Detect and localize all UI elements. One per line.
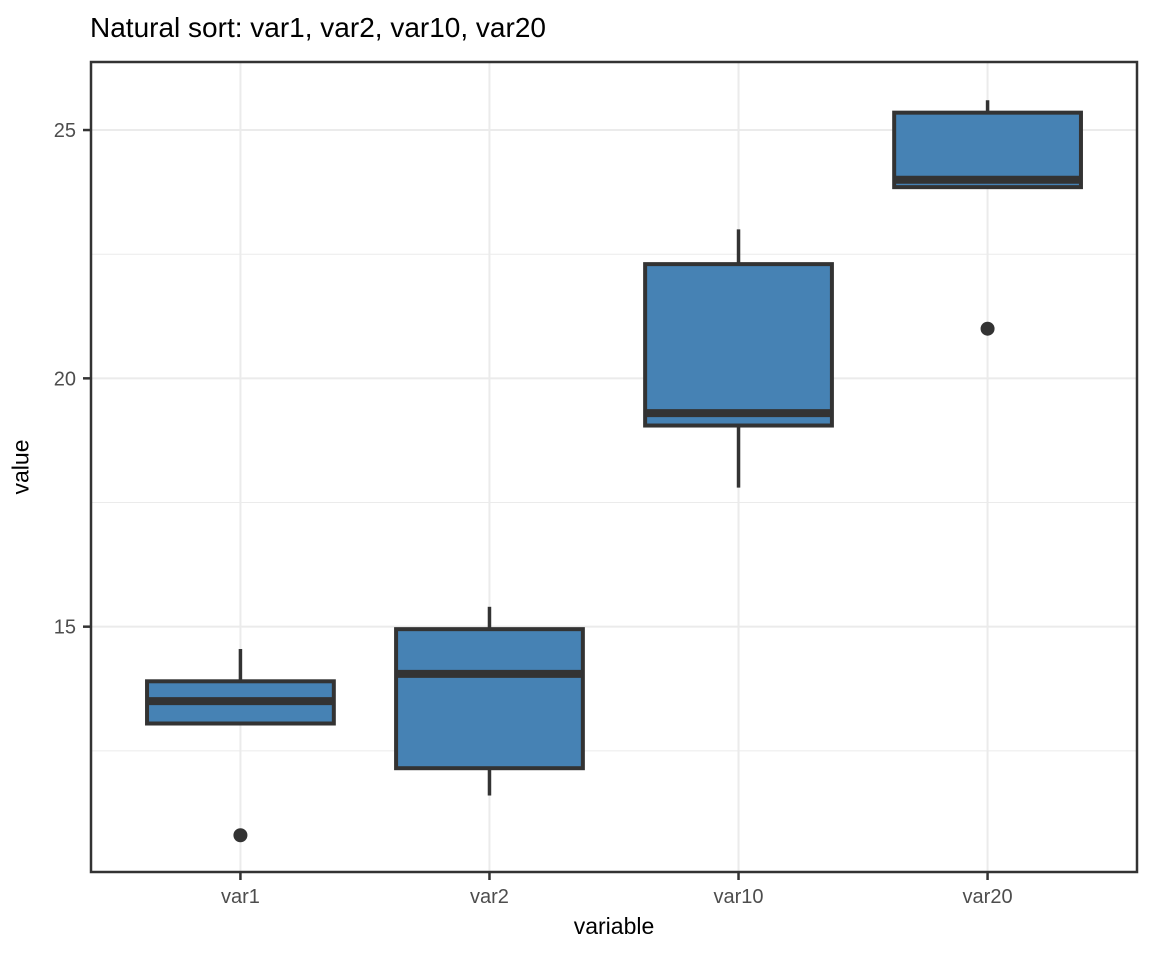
y-tick-label: 20	[54, 368, 76, 390]
panel-border	[89, 60, 1139, 874]
x-axis-title: variable	[573, 913, 655, 939]
outlier-point-var20	[980, 321, 995, 336]
outlier-point-var1	[233, 828, 248, 843]
box-var2	[394, 627, 585, 771]
box-var20	[892, 110, 1083, 190]
x-tick-label: var1	[221, 886, 260, 908]
x-tick-label: var20	[963, 886, 1013, 908]
plot-title: Natural sort: var1, var2, var10, var20	[90, 12, 546, 43]
box-var10	[643, 262, 834, 428]
panel-background	[91, 62, 1137, 872]
y-tick-label: 25	[54, 120, 76, 142]
x-tick-label: var2	[470, 886, 509, 908]
y-tick-label: 15	[54, 617, 76, 639]
x-tick-label: var10	[714, 886, 764, 908]
